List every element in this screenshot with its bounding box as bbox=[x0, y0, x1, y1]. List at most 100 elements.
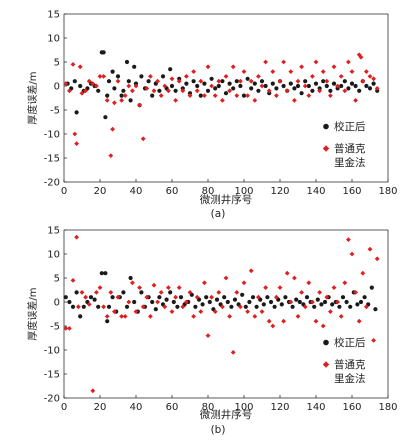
data-point bbox=[349, 69, 355, 74]
data-point bbox=[263, 59, 268, 65]
data-point bbox=[158, 93, 164, 98]
data-point bbox=[76, 304, 81, 310]
data-point bbox=[261, 302, 266, 307]
data-point bbox=[126, 83, 132, 89]
data-point bbox=[202, 81, 207, 86]
data-point bbox=[306, 83, 311, 89]
plot-frame bbox=[63, 13, 389, 183]
x-tick-label: 100 bbox=[234, 402, 253, 413]
data-point bbox=[105, 319, 110, 324]
data-point bbox=[195, 83, 200, 89]
data-point bbox=[169, 83, 175, 89]
series-corrected bbox=[63, 271, 378, 324]
data-point bbox=[272, 304, 277, 309]
data-point bbox=[144, 294, 150, 300]
data-point bbox=[299, 290, 304, 295]
y-tick-label: 5 bbox=[54, 58, 60, 69]
data-point bbox=[222, 295, 227, 300]
data-point bbox=[229, 304, 234, 309]
data-point bbox=[108, 290, 114, 295]
data-point bbox=[302, 83, 308, 89]
data-point bbox=[101, 304, 106, 310]
data-point bbox=[252, 81, 257, 86]
data-point bbox=[78, 314, 83, 319]
data-point bbox=[74, 141, 79, 146]
data-point bbox=[86, 78, 92, 84]
data-point bbox=[209, 294, 214, 300]
data-point bbox=[263, 83, 268, 89]
data-point bbox=[248, 268, 254, 274]
data-point bbox=[105, 93, 110, 98]
data-point bbox=[342, 280, 348, 286]
data-point bbox=[200, 302, 205, 307]
data-point bbox=[274, 86, 279, 91]
data-point bbox=[364, 69, 369, 74]
data-point bbox=[355, 302, 360, 307]
data-point bbox=[328, 88, 333, 93]
data-point bbox=[245, 93, 250, 98]
data-point bbox=[321, 79, 326, 84]
data-point bbox=[223, 91, 229, 96]
data-point bbox=[191, 314, 196, 319]
data-point bbox=[194, 88, 200, 94]
data-point bbox=[265, 295, 270, 300]
data-point bbox=[349, 251, 355, 257]
data-point bbox=[324, 294, 330, 300]
data-point bbox=[310, 88, 315, 93]
data-point bbox=[70, 62, 76, 67]
data-point bbox=[283, 295, 288, 300]
legend-label-corrected: 校正后 bbox=[334, 120, 366, 133]
data-point bbox=[320, 323, 326, 329]
data-point bbox=[294, 297, 299, 302]
data-point bbox=[209, 76, 214, 81]
data-point bbox=[225, 299, 230, 305]
data-point bbox=[83, 88, 88, 94]
data-point bbox=[310, 74, 315, 79]
data-point bbox=[313, 81, 319, 86]
legend-marker-kriging bbox=[322, 145, 330, 152]
data-point bbox=[144, 86, 150, 91]
data-point bbox=[353, 83, 358, 89]
x-tick-label: 60 bbox=[166, 186, 179, 197]
data-point bbox=[63, 295, 68, 300]
data-point bbox=[292, 275, 297, 281]
data-point bbox=[220, 79, 225, 84]
data-point bbox=[360, 270, 366, 276]
data-point bbox=[227, 88, 232, 94]
data-point bbox=[157, 295, 162, 300]
data-point bbox=[238, 83, 243, 89]
data-point bbox=[306, 280, 312, 286]
data-point bbox=[148, 74, 153, 79]
data-point bbox=[212, 309, 218, 314]
data-point bbox=[369, 285, 374, 290]
data-point bbox=[234, 93, 240, 98]
legend-label-kriging-line1: 普通克 bbox=[334, 358, 366, 371]
data-point bbox=[367, 86, 373, 91]
data-point bbox=[139, 74, 144, 79]
data-point bbox=[187, 290, 193, 295]
data-point bbox=[243, 304, 248, 309]
data-point bbox=[259, 79, 265, 84]
data-point bbox=[164, 297, 169, 302]
data-point bbox=[157, 88, 162, 93]
legend-label-corrected: 校正后 bbox=[334, 336, 366, 349]
data-point bbox=[202, 280, 207, 286]
data-point bbox=[342, 88, 348, 94]
y-tick-label: 10 bbox=[47, 250, 60, 261]
data-point bbox=[119, 314, 124, 319]
data-point bbox=[270, 81, 275, 86]
data-point bbox=[162, 304, 168, 310]
data-point bbox=[205, 88, 211, 93]
data-point bbox=[270, 323, 276, 329]
data-point bbox=[160, 74, 166, 79]
data-point bbox=[302, 304, 308, 310]
data-point bbox=[103, 115, 108, 120]
data-point bbox=[295, 314, 301, 319]
data-point bbox=[353, 290, 358, 295]
x-tick-label: 160 bbox=[342, 402, 361, 413]
x-tick-label: 40 bbox=[130, 186, 143, 197]
y-tick-label: -5 bbox=[50, 322, 60, 333]
data-point bbox=[128, 98, 133, 103]
data-point bbox=[194, 294, 200, 300]
data-point bbox=[175, 304, 180, 309]
